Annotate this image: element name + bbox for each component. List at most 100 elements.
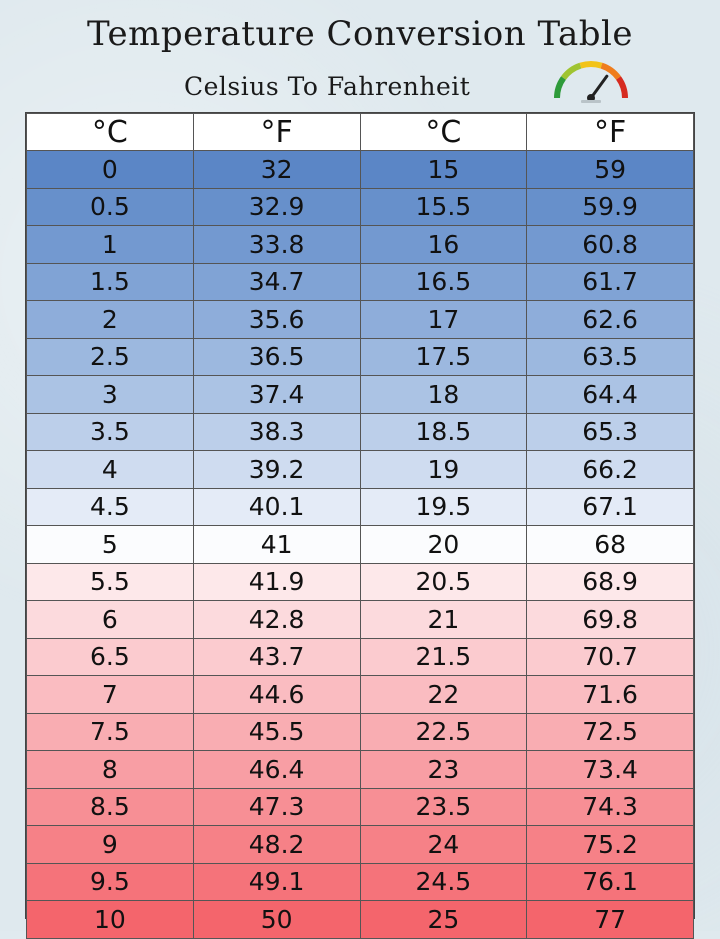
gauge-arc-segment — [579, 61, 603, 69]
celsius-cell: 3 — [26, 375, 194, 414]
celsius-cell: 19 — [359, 450, 528, 489]
table-row: 8 46.4 23 73.4 — [26, 750, 694, 789]
fahrenheit-cell: 75.2 — [526, 825, 694, 864]
celsius-cell: 7 — [26, 675, 194, 714]
table-row: 10 50 25 77 — [26, 900, 694, 939]
fahrenheit-cell: 38.3 — [192, 412, 361, 451]
celsius-cell: 6.5 — [26, 637, 194, 676]
header-celsius-2: °C — [359, 113, 528, 151]
celsius-cell: 2 — [26, 300, 194, 339]
conversion-table: °C °F °C °F 0 32 15 59 0.5 32.9 15.5 59.9 1 33.8 1… — [26, 113, 694, 939]
table-row: 7.5 45.5 22.5 72.5 — [26, 712, 694, 751]
celsius-cell: 7.5 — [26, 712, 194, 751]
table-row: 6 42.8 21 69.8 — [26, 600, 694, 639]
celsius-cell: 4.5 — [26, 487, 194, 526]
fahrenheit-cell: 47.3 — [192, 787, 361, 826]
celsius-cell: 17.5 — [359, 337, 528, 376]
table-row: 9 48.2 24 75.2 — [26, 825, 694, 864]
table-row: 2 35.6 17 62.6 — [26, 300, 694, 339]
table-row: 1 33.8 16 60.8 — [26, 225, 694, 264]
fahrenheit-cell: 60.8 — [526, 225, 694, 264]
fahrenheit-cell: 70.7 — [526, 637, 694, 676]
fahrenheit-cell: 59.9 — [526, 187, 694, 226]
fahrenheit-cell: 72.5 — [526, 712, 694, 751]
gauge-arc-segment — [600, 62, 621, 80]
celsius-cell: 24.5 — [359, 862, 528, 901]
celsius-cell: 22.5 — [359, 712, 528, 751]
header-celsius-1: °C — [26, 113, 194, 151]
fahrenheit-cell: 49.1 — [192, 862, 361, 901]
celsius-cell: 6 — [26, 600, 194, 639]
table-row: 2.5 36.5 17.5 63.5 — [26, 337, 694, 376]
fahrenheit-cell: 33.8 — [192, 225, 361, 264]
celsius-cell: 21.5 — [359, 637, 528, 676]
celsius-cell: 18.5 — [359, 412, 528, 451]
page-title: Temperature Conversion Table — [86, 14, 634, 54]
conversion-table-container: °C °F °C °F 0 32 15 59 0.5 32.9 15.5 59.9 1 33.8 1… — [25, 112, 695, 939]
celsius-cell: 15.5 — [359, 187, 528, 226]
table-row: 3.5 38.3 18.5 65.3 — [26, 412, 694, 451]
gauge-arc-group — [554, 61, 628, 99]
celsius-cell: 5 — [26, 525, 194, 564]
fahrenheit-cell: 35.6 — [192, 300, 361, 339]
fahrenheit-cell: 32 — [192, 150, 361, 189]
fahrenheit-cell: 65.3 — [526, 412, 694, 451]
celsius-cell: 23 — [359, 750, 528, 789]
page-subtitle: Celsius To Fahrenheit — [184, 72, 471, 101]
celsius-cell: 23.5 — [359, 787, 528, 826]
table-row: 8.5 47.3 23.5 74.3 — [26, 787, 694, 826]
fahrenheit-cell: 61.7 — [526, 262, 694, 301]
fahrenheit-cell: 68.9 — [526, 562, 694, 601]
celsius-cell: 8 — [26, 750, 194, 789]
table-body: 0 32 15 59 0.5 32.9 15.5 59.9 1 33.8 16 60.8 1.5 34.7… — [26, 150, 694, 939]
table-row: 4.5 40.1 19.5 67.1 — [26, 487, 694, 526]
fahrenheit-cell: 48.2 — [192, 825, 361, 864]
celsius-cell: 25 — [359, 900, 528, 939]
table-row: 9.5 49.1 24.5 76.1 — [26, 862, 694, 901]
table-row: 5 41 20 68 — [26, 525, 694, 564]
table-row: 3 37.4 18 64.4 — [26, 375, 694, 414]
header-fahrenheit-1: °F — [192, 113, 361, 151]
fahrenheit-cell: 76.1 — [526, 862, 694, 901]
celsius-cell: 1 — [26, 225, 194, 264]
fahrenheit-cell: 64.4 — [526, 375, 694, 414]
header-row: °C °F °C °F — [26, 113, 694, 151]
celsius-cell: 5.5 — [26, 562, 194, 601]
celsius-cell: 17 — [359, 300, 528, 339]
fahrenheit-cell: 46.4 — [192, 750, 361, 789]
table-row: 5.5 41.9 20.5 68.9 — [26, 562, 694, 601]
table-row: 1.5 34.7 16.5 61.7 — [26, 262, 694, 301]
celsius-cell: 0 — [26, 150, 194, 189]
fahrenheit-cell: 42.8 — [192, 600, 361, 639]
fahrenheit-cell: 36.5 — [192, 337, 361, 376]
table-row: 4 39.2 19 66.2 — [26, 450, 694, 489]
fahrenheit-cell: 41.9 — [192, 562, 361, 601]
celsius-cell: 22 — [359, 675, 528, 714]
table-row: 0 32 15 59 — [26, 150, 694, 189]
celsius-cell: 19.5 — [359, 487, 528, 526]
celsius-cell: 10 — [26, 900, 194, 939]
celsius-cell: 21 — [359, 600, 528, 639]
fahrenheit-cell: 41 — [192, 525, 361, 564]
fahrenheit-cell: 77 — [526, 900, 694, 939]
table-row: 7 44.6 22 71.6 — [26, 675, 694, 714]
celsius-cell: 4 — [26, 450, 194, 489]
celsius-cell: 18 — [359, 375, 528, 414]
fahrenheit-cell: 69.8 — [526, 600, 694, 639]
fahrenheit-cell: 45.5 — [192, 712, 361, 751]
gauge-arc-segment — [615, 76, 628, 99]
gauge-needle — [589, 74, 609, 100]
fahrenheit-cell: 50 — [192, 900, 361, 939]
celsius-cell: 9.5 — [26, 862, 194, 901]
fahrenheit-cell: 34.7 — [192, 262, 361, 301]
fahrenheit-cell: 71.6 — [526, 675, 694, 714]
celsius-cell: 1.5 — [26, 262, 194, 301]
fahrenheit-cell: 43.7 — [192, 637, 361, 676]
celsius-cell: 2.5 — [26, 337, 194, 376]
table-row: 0.5 32.9 15.5 59.9 — [26, 187, 694, 226]
gauge-arc-segment — [561, 62, 582, 80]
gauge-arc-segment — [554, 76, 567, 99]
celsius-cell: 9 — [26, 825, 194, 864]
fahrenheit-cell: 44.6 — [192, 675, 361, 714]
fahrenheit-cell: 63.5 — [526, 337, 694, 376]
